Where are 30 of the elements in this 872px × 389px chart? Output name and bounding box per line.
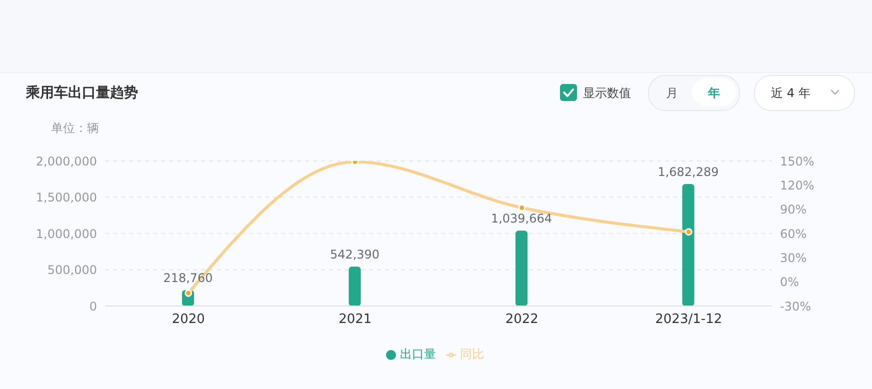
text: 年 [708,85,720,102]
x-tick-label: 2023/1-12 [655,312,722,328]
y2-tick-label: 90% [780,202,807,217]
y2-tick-label: 150% [780,154,814,168]
bar [682,184,694,306]
y2-tick-label: 0% [780,275,800,290]
text: 显示数值 [583,85,631,102]
y-tick-label: 1,000,000 [36,226,97,241]
bar [516,230,528,306]
y2-tick-label: 120% [780,178,814,192]
legend-label: 同比 [460,347,484,361]
text: 月 [666,85,678,102]
y-tick-label: 500,000 [47,263,97,278]
data-label: 542,390 [330,248,380,262]
data-label: 1,682,289 [658,165,719,180]
y2-tick-label: 60% [780,226,807,241]
x-tick-label: 2020 [172,312,205,328]
bar [348,266,361,306]
y2-tick-label: 30% [780,250,807,265]
chart-title: 乘用车出口量趋势 [26,84,138,102]
y-tick-label: 2,000,000 [36,154,97,168]
y2-tick-label: -30% [780,299,812,314]
data-label: 1,039,664 [490,212,552,226]
x-tick-label: 2022 [505,312,538,328]
legend-label: 出口量 [400,347,436,361]
y-tick-label: 0 [89,299,97,314]
x-tick-label: 2021 [338,312,372,328]
text: 近 4 年 [771,85,810,102]
y-tick-label: 1,500,000 [36,190,97,205]
y-axis-title: 单位：辆 [51,120,99,137]
